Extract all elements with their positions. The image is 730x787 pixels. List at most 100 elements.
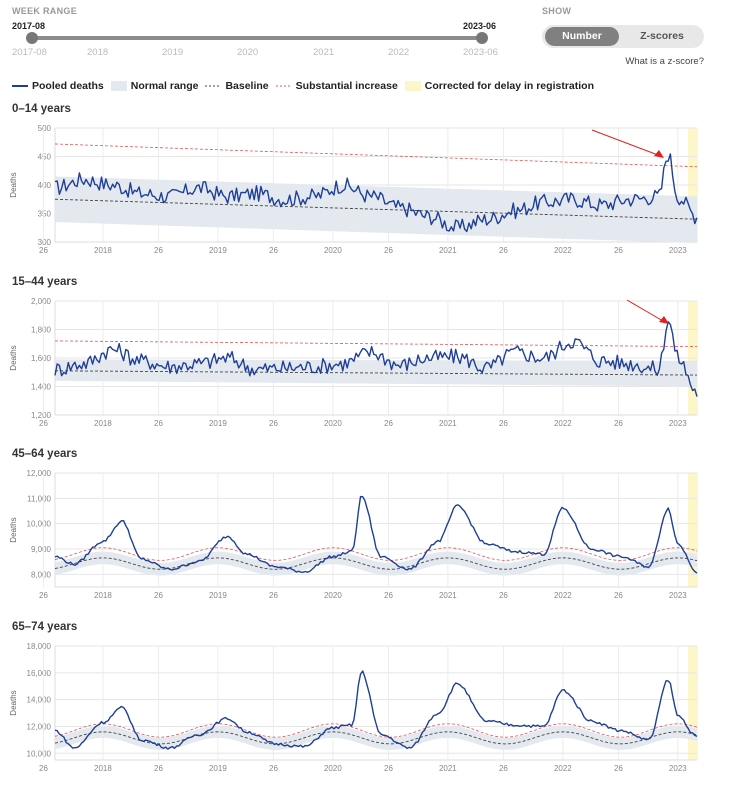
x-tick-label: 26 [154, 591, 163, 600]
legend-corrected: Corrected for delay in registration [404, 80, 594, 92]
x-tick-label: 26 [384, 764, 393, 773]
chart-panel-15-44: 1,200 1,400 1,600 1,800 2,000 26 2018 26 2019 26 2… [9, 297, 698, 428]
y-tick-label: 1,600 [31, 354, 52, 363]
x-tick-label: 2021 [439, 419, 457, 428]
substantial-increase-line [54, 143, 698, 168]
normal-range-band [55, 551, 697, 576]
week-range-slider[interactable] [30, 36, 482, 40]
y-axis-label: Deaths [9, 172, 18, 197]
x-tick-label: 26 [39, 764, 48, 773]
pooled-deaths-line [54, 670, 698, 750]
x-tick-label: 2023 [669, 764, 687, 773]
y-tick-label: 1,800 [31, 326, 52, 335]
x-tick-label: 2021 [439, 764, 457, 773]
y-tick-label: 300 [38, 238, 52, 247]
range-end-handle[interactable] [476, 32, 488, 44]
y-tick-label: 18,000 [27, 642, 52, 651]
x-tick-label: 26 [154, 419, 163, 428]
range-tick-year: 2021 [313, 47, 335, 58]
range-end-value: 2023-06 [463, 21, 497, 31]
x-tick-label: 26 [499, 419, 508, 428]
x-tick-label: 2019 [209, 246, 227, 255]
y-tick-label: 14,000 [27, 696, 52, 705]
x-tick-label: 2018 [94, 246, 112, 255]
legend-normal-label: Normal range [130, 80, 199, 92]
x-tick-label: 2020 [324, 419, 342, 428]
x-tick-label: 26 [499, 246, 508, 255]
zscore-help-link[interactable]: What is a z-score? [625, 56, 704, 67]
x-tick-label: 26 [39, 246, 48, 255]
zscores-option-button[interactable]: Z-scores [640, 30, 684, 42]
y-tick-label: 10,000 [27, 520, 52, 529]
range-tick-year: 2020 [237, 47, 259, 58]
y-tick-label: 8,000 [31, 570, 52, 579]
y-tick-label: 12,000 [27, 469, 52, 478]
range-tick-year: 2019 [162, 47, 184, 58]
legend-pooled-label: Pooled deaths [32, 80, 104, 92]
x-tick-label: 2020 [324, 764, 342, 773]
y-axis-label: Deaths [9, 345, 18, 370]
x-tick-label: 26 [614, 246, 623, 255]
range-start-handle[interactable] [26, 32, 38, 44]
x-tick-label: 26 [154, 246, 163, 255]
x-tick-label: 26 [154, 764, 163, 773]
y-tick-label: 2,000 [31, 297, 52, 306]
x-tick-label: 2019 [209, 419, 227, 428]
x-tick-label: 2021 [439, 246, 457, 255]
range-tick-year: 2018 [87, 47, 109, 58]
y-tick-label: 10,000 [27, 749, 52, 758]
legend-substantial: Substantial increase [275, 80, 398, 92]
x-tick-label: 2023 [669, 246, 687, 255]
y-tick-label: 450 [38, 153, 52, 162]
x-tick-label: 2018 [94, 591, 112, 600]
x-tick-label: 26 [269, 246, 278, 255]
x-tick-label: 26 [384, 591, 393, 600]
range-tick-year: 2022 [388, 47, 410, 58]
x-tick-label: 2022 [554, 764, 572, 773]
x-tick-label: 26 [269, 764, 278, 773]
pooled-line-icon [12, 85, 28, 87]
show-label: SHOW [542, 6, 572, 16]
y-tick-label: 400 [38, 181, 52, 190]
x-tick-label: 26 [614, 419, 623, 428]
y-tick-label: 9,000 [31, 545, 52, 554]
y-tick-label: 11,000 [27, 494, 51, 503]
chart-panel-65-74: 10,000 12,000 14,000 16,000 18,000 26 2018 26 20… [9, 642, 698, 773]
x-tick-label: 26 [269, 591, 278, 600]
legend-baseline: Baseline [205, 80, 269, 92]
panel-title-15-44: 15–44 years [12, 276, 78, 288]
baseline-line [54, 557, 698, 570]
x-tick-label: 2018 [94, 419, 112, 428]
x-tick-label: 26 [614, 591, 623, 600]
pooled-deaths-line [54, 321, 698, 397]
x-tick-label: 2021 [439, 591, 457, 600]
legend-baseline-label: Baseline [225, 80, 269, 92]
panel-title-45-64: 45–64 years [12, 448, 78, 460]
corrected-region-icon [404, 81, 421, 91]
y-axis-label: Deaths [9, 517, 18, 542]
legend-normal: Normal range [110, 80, 199, 92]
annotation-arrow [626, 299, 669, 324]
x-tick-label: 26 [499, 591, 508, 600]
x-tick-label: 26 [39, 419, 48, 428]
substantial-increase-line [54, 547, 698, 561]
annotation-arrow [591, 129, 664, 158]
normal-range-band [55, 725, 697, 750]
range-tick-end: 2023-06 [463, 47, 498, 58]
x-tick-label: 2019 [209, 764, 227, 773]
legend-substantial-label: Substantial increase [295, 80, 398, 92]
x-tick-label: 2019 [209, 591, 227, 600]
y-tick-label: 12,000 [27, 722, 52, 731]
baseline-line [54, 370, 698, 376]
normal-range-icon [110, 81, 127, 91]
week-range-label: WEEK RANGE [12, 6, 78, 16]
pooled-deaths-line [54, 153, 698, 233]
panel-title-65-74: 65–74 years [12, 621, 78, 633]
x-tick-label: 26 [384, 419, 393, 428]
substantial-dash-icon [275, 85, 292, 87]
y-tick-label: 350 [38, 210, 52, 219]
baseline-dash-icon [205, 85, 222, 87]
number-option-button[interactable]: Number [545, 27, 619, 46]
chart-panel-0-14: 300 350 400 450 500 26 2018 26 2019 26 2020 26 2021 2… [9, 124, 698, 255]
x-tick-label: 2023 [669, 591, 687, 600]
